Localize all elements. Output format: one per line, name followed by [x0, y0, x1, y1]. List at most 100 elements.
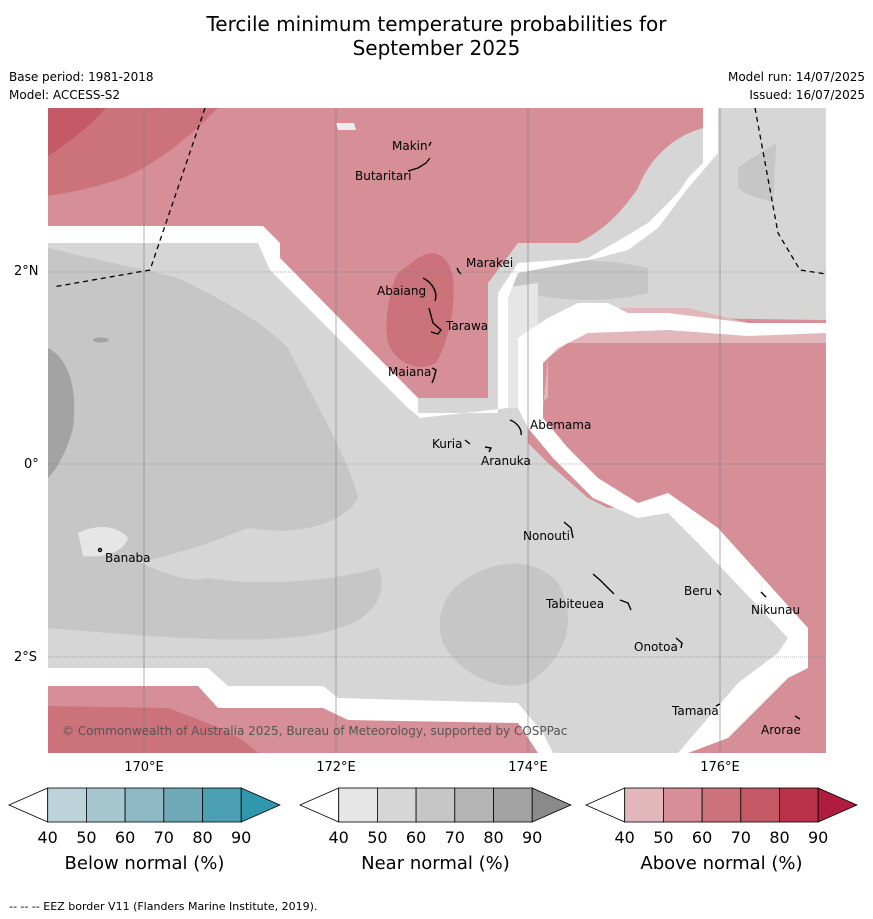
colorbar-tick-label: 40 [328, 828, 349, 847]
onotoa-atoll [675, 637, 683, 649]
lat-label-0: 0° [24, 457, 39, 472]
colorbar-low-arrow [585, 787, 626, 823]
island-label-tabiteuea: Tabiteuea [546, 597, 605, 611]
island-label-nonouti: Nonouti [523, 529, 570, 543]
near-normal-60-central [439, 563, 568, 686]
colorbar-title: Above normal (%) [640, 853, 803, 874]
eez-footnote: -- -- -- EEZ border V11 (Flanders Marine… [9, 900, 318, 913]
colorbar-swatch [454, 787, 494, 823]
above-normal-80-northwest [48, 108, 106, 156]
small-patch-north [336, 123, 356, 130]
colorbar-2 [299, 787, 572, 823]
colorbar-swatch [377, 787, 417, 823]
colorbar-tick-label: 60 [114, 828, 136, 847]
colorbar-tick-label: 70 [444, 828, 465, 847]
abemama-atoll [509, 419, 522, 436]
colorbar-tick-label: 80 [769, 828, 790, 847]
near-normal-60-south [48, 528, 382, 640]
island-label-arorae: Arorae [761, 723, 801, 737]
colorbar-tick-label: 40 [37, 828, 58, 847]
island-label-abemama: Abemama [530, 418, 592, 432]
island-label-beru: Beru [684, 584, 713, 598]
colorbar-title: Near normal (%) [361, 853, 510, 874]
island-label-aranuka: Aranuka [481, 454, 531, 468]
lat-label-2s: 2°S [14, 650, 38, 665]
colorbar-3 [585, 787, 858, 823]
colorbar-tick-label: 50 [76, 828, 97, 847]
nonouti-atoll [563, 521, 574, 539]
colorbar-tick-label: 80 [483, 828, 504, 847]
white-gap-south [48, 668, 553, 753]
nikunau-atoll [760, 591, 767, 598]
colorbar-swatch [740, 787, 780, 823]
graticule [143, 108, 721, 753]
atolls [97, 141, 801, 720]
lon-label-174e: 174°E [508, 760, 548, 775]
near-normal-50-banaba [78, 526, 128, 557]
colorbar-tick-label: 50 [367, 828, 388, 847]
aranuka-atoll [484, 446, 493, 453]
colorbar-swatch [493, 787, 533, 823]
colorbar-swatches [299, 787, 572, 823]
colorbar-high-arrow [240, 787, 281, 823]
model-name: Model: ACCESS-S2 [9, 88, 121, 102]
colorbar-high-arrow [531, 787, 572, 823]
abaiang-atoll [422, 277, 437, 302]
colorbar-tick-label: 40 [614, 828, 635, 847]
model-run: Model run: 14/07/2025 [727, 70, 865, 84]
lat-label-2n: 2°N [14, 264, 39, 279]
probability-map [48, 108, 826, 753]
colorbar-tick-label: 60 [691, 828, 713, 847]
island-label-tamana: Tamana [672, 704, 719, 718]
base-period: Base period: 1981-2018 [9, 70, 154, 84]
colorbar-title: Below normal (%) [64, 853, 225, 874]
colorbar-low-arrow [299, 787, 340, 823]
eez-border-west [52, 108, 206, 288]
issued-date: Issued: 16/07/2025 [749, 88, 865, 102]
lon-label-172e: 172°E [316, 760, 356, 775]
colorbar-swatch [47, 787, 87, 823]
island-label-onotoa: Onotoa [634, 640, 678, 654]
butaritari-atoll [407, 157, 431, 172]
colorbar-swatch [663, 787, 703, 823]
near-normal-northeast-top [768, 108, 826, 308]
island-label-butaritari: Butaritari [355, 169, 412, 183]
colorbar-swatch [338, 787, 378, 823]
colorbar-1 [8, 787, 281, 823]
colorbar-tick-label: 80 [192, 828, 213, 847]
colorbar-high-arrow [817, 787, 858, 823]
island-label-kuria: Kuria [432, 437, 463, 451]
colorbar-low-arrow [8, 787, 49, 823]
near-normal-60-northeast-2 [513, 260, 648, 300]
colorbar-tick-label: 50 [653, 828, 674, 847]
map-canvas [48, 108, 826, 753]
near-normal-80-west [48, 348, 75, 478]
meta-right: Model run: 14/07/2025 Issued: 16/07/2025 [728, 68, 865, 104]
colorbar-swatch [124, 787, 165, 823]
map-title: Tercile minimum temperature probabilitie… [0, 12, 873, 60]
island-label-maiana: Maiana [388, 365, 432, 379]
island-label-makin: Makin [392, 139, 428, 153]
kuria-atoll [464, 439, 471, 445]
small-island-west [93, 337, 109, 343]
colorbar-swatch [624, 787, 664, 823]
colorbar-tick-label: 60 [405, 828, 427, 847]
above-normal-70-south [48, 706, 258, 753]
island-label-abaiang: Abaiang [377, 284, 427, 298]
island-label-banaba: Banaba [105, 551, 151, 565]
lon-label-176e: 176°E [700, 760, 740, 775]
eez-border-east [754, 108, 826, 275]
colorbar-swatch [163, 787, 203, 823]
near-normal-60-west [48, 248, 358, 578]
colorbar-tick-label: 70 [730, 828, 751, 847]
tarawa-atoll [428, 307, 442, 335]
beru-atoll [716, 589, 722, 596]
island-label-marakei: Marakei [466, 256, 514, 270]
colorbar-tick-label: 90 [231, 828, 252, 847]
maiana-atoll [431, 367, 437, 384]
tabiteuea-atoll [592, 573, 632, 611]
island-label-nikunau: Nikunau [751, 603, 801, 617]
marakei-atoll [456, 267, 462, 275]
colorbar-swatch [202, 787, 242, 823]
title-line-2: September 2025 [352, 36, 521, 60]
